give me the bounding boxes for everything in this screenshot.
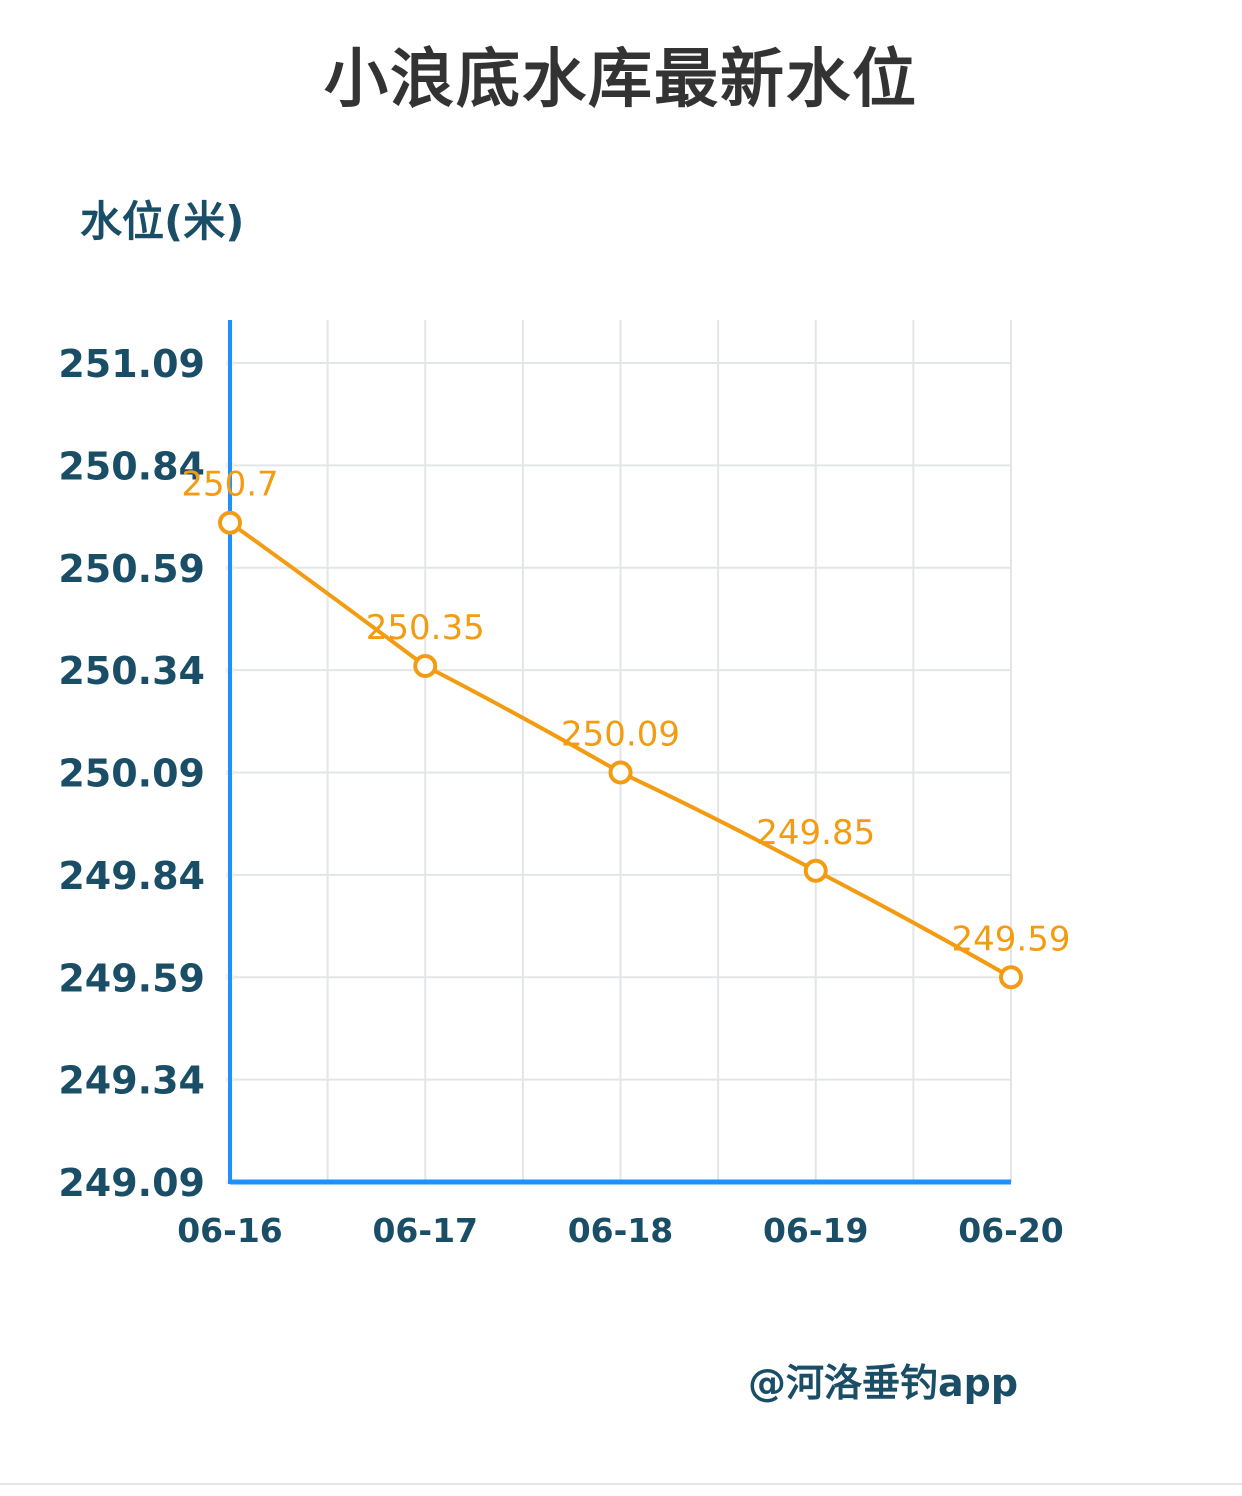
data-label: 249.85 xyxy=(756,813,875,853)
y-axis-title: 水位(米) xyxy=(80,197,245,246)
data-label: 250.35 xyxy=(366,608,485,648)
y-tick-label: 250.09 xyxy=(58,752,205,796)
chart-axes xyxy=(226,320,1011,1185)
water-level-chart: 249.09249.34249.59249.84250.09250.34250.… xyxy=(58,320,1070,1250)
data-point xyxy=(608,760,633,785)
data-point xyxy=(803,858,828,883)
x-tick-label: 06-18 xyxy=(568,1211,674,1250)
x-tick-labels: 06-16 06-17 06-18 06-19 06-20 xyxy=(177,1211,1064,1250)
x-tick-label: 06-17 xyxy=(372,1211,478,1250)
data-point xyxy=(218,510,242,535)
y-tick-label: 251.09 xyxy=(58,342,205,386)
watermark: @河洛垂钓app xyxy=(748,1361,1019,1405)
bottom-divider xyxy=(0,1483,1242,1485)
y-tick-label: 249.59 xyxy=(58,956,205,1000)
data-point xyxy=(999,965,1023,990)
data-label: 250.09 xyxy=(561,715,680,755)
x-tick-label: 06-20 xyxy=(958,1211,1064,1250)
y-tick-label: 249.84 xyxy=(58,854,205,898)
data-labels: 250.7 250.35 250.09 249.85 249.59 xyxy=(181,465,1070,960)
data-point xyxy=(413,654,438,679)
series-line-group xyxy=(218,510,1023,990)
page-title: 小浪底水库最新水位 xyxy=(324,43,918,117)
y-tick-label: 250.84 xyxy=(58,444,205,488)
x-tick-label: 06-19 xyxy=(763,1211,869,1250)
x-tick-label: 06-16 xyxy=(177,1211,283,1250)
y-tick-label: 249.09 xyxy=(58,1161,205,1205)
data-label: 249.59 xyxy=(952,919,1071,959)
y-tick-label: 250.59 xyxy=(58,547,205,591)
y-tick-label: 249.34 xyxy=(58,1059,205,1103)
y-tick-label: 250.34 xyxy=(58,649,205,693)
y-tick-labels: 249.09 249.34 249.59 249.84 250.09 250.34 250.… xyxy=(58,342,205,1205)
data-label: 250.7 xyxy=(181,465,278,505)
